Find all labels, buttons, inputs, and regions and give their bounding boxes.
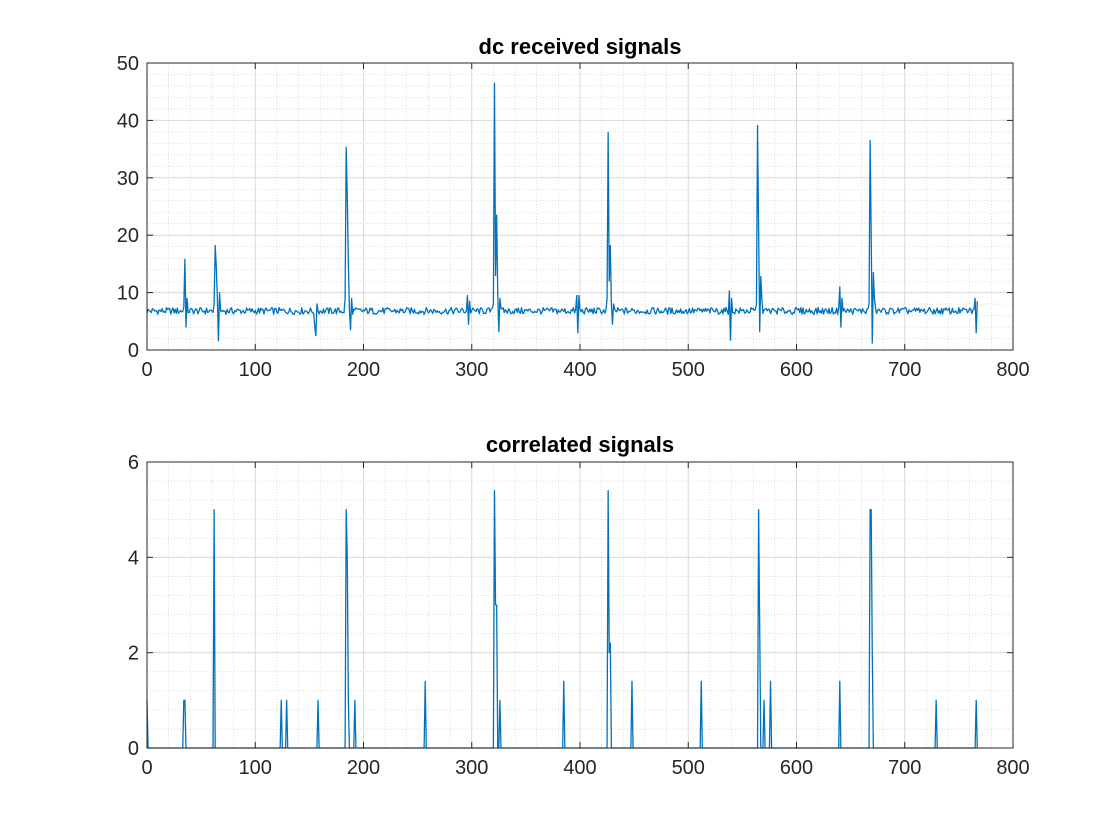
x-tick-label: 100 — [239, 359, 272, 381]
x-tick-label: 500 — [672, 757, 705, 779]
y-tick-label: 20 — [117, 225, 139, 247]
x-tick-label: 700 — [888, 359, 921, 381]
y-tick-label: 4 — [128, 547, 139, 569]
y-tick-label: 30 — [117, 168, 139, 190]
x-tick-label: 800 — [996, 757, 1029, 779]
y-tick-label: 6 — [128, 452, 139, 474]
subplot-correlated-signals: correlated signals 0 100 200 300 400 500 600 70… — [128, 432, 1030, 779]
x-tick-label: 600 — [780, 757, 813, 779]
x-tick-label: 500 — [672, 359, 705, 381]
series-line — [146, 489, 978, 749]
y-tick-label: 0 — [128, 340, 139, 362]
series-line — [146, 82, 978, 344]
x-tick-label: 0 — [141, 359, 152, 381]
y-tick-label: 0 — [128, 738, 139, 760]
y-tick-label: 50 — [117, 53, 139, 75]
x-tick-label: 800 — [996, 359, 1029, 381]
y-tick-label: 40 — [117, 110, 139, 132]
x-tick-label: 300 — [455, 359, 488, 381]
x-tick-label: 200 — [347, 757, 380, 779]
x-tick-label: 400 — [563, 359, 596, 381]
y-tick-label: 2 — [128, 643, 139, 665]
x-tick-label: 600 — [780, 359, 813, 381]
subplot-dc-received-signals: dc received signals 0 100 200 300 400 500 600 7… — [117, 34, 1030, 381]
y-tick-label: 10 — [117, 283, 139, 305]
x-tick-label: 100 — [239, 757, 272, 779]
x-tick-label: 0 — [141, 757, 152, 779]
x-tick-label: 200 — [347, 359, 380, 381]
x-tick-label: 400 — [563, 757, 596, 779]
subplot-title: dc received signals — [479, 34, 682, 59]
x-tick-label: 700 — [888, 757, 921, 779]
x-tick-label: 300 — [455, 757, 488, 779]
subplot-title: correlated signals — [486, 432, 674, 457]
